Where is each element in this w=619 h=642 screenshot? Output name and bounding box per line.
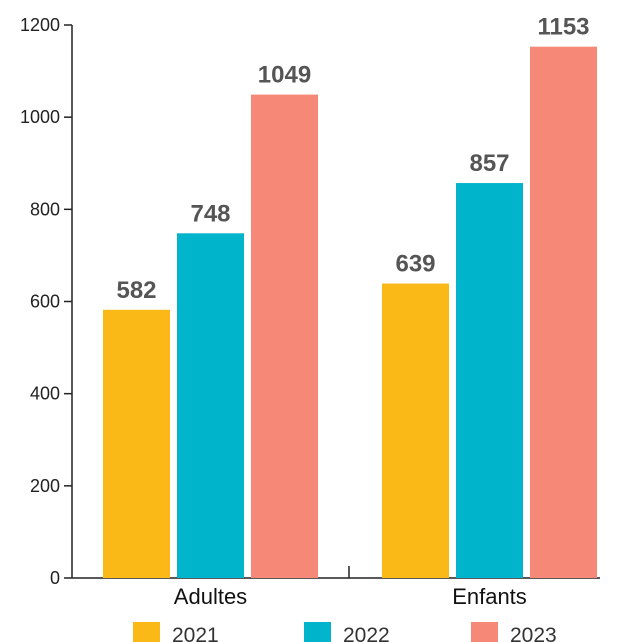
y-tick-label: 200	[30, 476, 60, 496]
y-tick-label: 400	[30, 384, 60, 404]
bar-adultes-2022	[177, 233, 244, 578]
bars	[103, 46, 597, 579]
legend-swatch-2022	[304, 622, 331, 642]
x-category-label: Enfants	[452, 584, 527, 609]
y-tick-label: 1200	[20, 15, 60, 35]
bar-enfants-2022	[456, 183, 523, 578]
legend-label: 2022	[343, 624, 390, 642]
legend-label: 2023	[510, 624, 557, 642]
y-axis: 0 200 400 600 800 1000 1200	[20, 15, 73, 588]
data-label: 857	[469, 150, 509, 177]
legend-label: 2021	[172, 624, 219, 642]
y-tick-label: 0	[50, 568, 60, 588]
y-tick-label: 800	[30, 199, 60, 219]
bar-enfants-2021	[382, 283, 449, 578]
legend-swatch-2023	[471, 622, 498, 642]
y-tick-label: 600	[30, 292, 60, 312]
bar-adultes-2021	[103, 309, 170, 578]
data-label: 1049	[258, 62, 311, 89]
bar-adultes-2023	[251, 94, 318, 579]
data-labels: 582 748 1049 639 857 1153	[116, 14, 589, 304]
bar-enfants-2023	[530, 46, 597, 578]
y-tick-label: 1000	[20, 107, 60, 127]
x-category-label: Adultes	[174, 584, 247, 609]
x-axis: Adultes Enfants	[72, 566, 600, 609]
data-label: 582	[116, 277, 156, 304]
data-label: 748	[190, 200, 230, 227]
legend-swatch-2021	[133, 622, 160, 642]
data-label: 1153	[537, 14, 589, 41]
data-label: 639	[395, 251, 435, 278]
legend: 2021 2022 2023	[133, 622, 557, 642]
